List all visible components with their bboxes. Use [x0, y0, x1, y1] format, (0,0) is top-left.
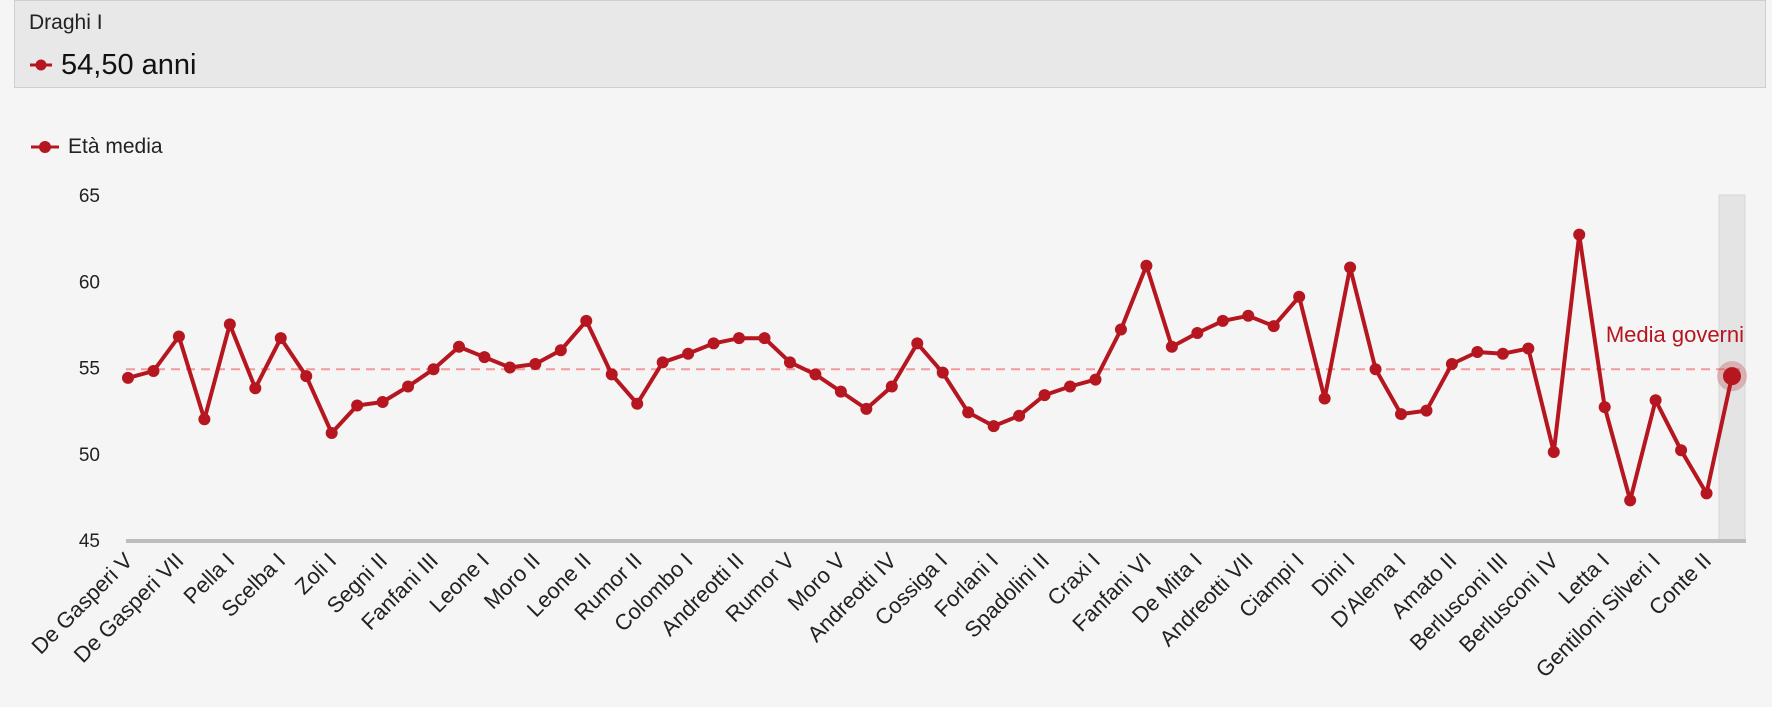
- series-line: [127, 232, 1734, 503]
- data-point[interactable]: [1471, 345, 1484, 358]
- data-point[interactable]: [1675, 444, 1688, 457]
- data-point[interactable]: [1140, 259, 1153, 272]
- data-point[interactable]: [554, 344, 567, 357]
- data-point[interactable]: [376, 396, 389, 408]
- data-point[interactable]: [1216, 314, 1229, 327]
- data-point[interactable]: [962, 406, 975, 419]
- data-point[interactable]: [707, 337, 720, 350]
- data-point[interactable]: [1598, 401, 1611, 414]
- data-point[interactable]: [1038, 389, 1051, 402]
- data-point[interactable]: [1573, 228, 1586, 241]
- data-point[interactable]: [758, 332, 771, 345]
- data-point[interactable]: [503, 361, 516, 374]
- data-point[interactable]: [1089, 373, 1102, 386]
- data-point[interactable]: [1522, 342, 1535, 355]
- data-point[interactable]: [682, 347, 695, 360]
- y-tick-label: 65: [79, 186, 100, 207]
- data-point[interactable]: [478, 351, 491, 364]
- data-point[interactable]: [656, 356, 669, 369]
- tooltip: Draghi I 54,50 anni: [14, 0, 1766, 88]
- data-point[interactable]: [172, 330, 185, 343]
- y-tick-label: 55: [79, 359, 100, 380]
- mean-line-label: Media governi: [1606, 322, 1744, 347]
- legend[interactable]: Età media: [30, 132, 163, 162]
- data-point[interactable]: [1395, 408, 1408, 421]
- data-point[interactable]: [987, 420, 1000, 433]
- data-point[interactable]: [122, 371, 134, 384]
- line-dot-icon: [30, 59, 52, 71]
- data-point[interactable]: [198, 413, 211, 426]
- y-tick-label: 60: [79, 272, 100, 293]
- y-tick-label: 50: [79, 445, 100, 466]
- legend-label: Età media: [68, 135, 163, 158]
- data-point[interactable]: [885, 380, 898, 393]
- tooltip-value-row: 54,50 anni: [29, 49, 196, 81]
- data-point[interactable]: [1293, 290, 1306, 303]
- data-point[interactable]: [1496, 347, 1509, 360]
- data-point[interactable]: [300, 370, 313, 383]
- data-point[interactable]: [1700, 487, 1713, 500]
- data-point[interactable]: [1649, 394, 1662, 407]
- data-point[interactable]: [274, 332, 287, 345]
- data-point[interactable]: [1369, 363, 1382, 376]
- data-point[interactable]: [860, 402, 873, 415]
- data-point[interactable]: [1064, 380, 1077, 393]
- y-tick-label: 45: [79, 531, 100, 552]
- data-point[interactable]: [1114, 323, 1127, 336]
- data-point[interactable]: [1165, 340, 1178, 353]
- data-point[interactable]: [783, 356, 796, 369]
- data-point[interactable]: [351, 399, 364, 412]
- data-point[interactable]: [809, 368, 822, 381]
- data-point[interactable]: [1191, 327, 1204, 339]
- data-point[interactable]: [1013, 409, 1026, 422]
- data-point[interactable]: [402, 380, 415, 393]
- data-point[interactable]: [529, 358, 542, 371]
- data-point[interactable]: [427, 363, 440, 376]
- data-point[interactable]: [631, 397, 644, 410]
- data-point[interactable]: [733, 332, 746, 345]
- data-point[interactable]: [936, 366, 949, 379]
- data-point[interactable]: [1420, 404, 1433, 417]
- line-dot-icon: [31, 141, 59, 153]
- data-point[interactable]: [1242, 309, 1255, 322]
- data-point[interactable]: [1267, 320, 1280, 333]
- data-point[interactable]: [325, 427, 338, 440]
- data-point[interactable]: [249, 382, 262, 395]
- data-point[interactable]: [1318, 392, 1331, 405]
- data-point[interactable]: [911, 337, 924, 350]
- data-point[interactable]: [1723, 367, 1741, 386]
- data-point[interactable]: [834, 385, 847, 398]
- data-point[interactable]: [580, 314, 593, 327]
- tooltip-value: 54,50 anni: [61, 48, 197, 81]
- data-point[interactable]: [452, 340, 465, 353]
- data-point[interactable]: [1445, 358, 1458, 371]
- tooltip-title: Draghi I: [29, 11, 103, 34]
- data-point[interactable]: [1547, 446, 1560, 459]
- data-point[interactable]: [223, 318, 236, 331]
- data-point[interactable]: [1624, 494, 1637, 507]
- data-point[interactable]: [1344, 261, 1357, 274]
- data-point[interactable]: [605, 368, 618, 381]
- data-point[interactable]: [147, 364, 160, 377]
